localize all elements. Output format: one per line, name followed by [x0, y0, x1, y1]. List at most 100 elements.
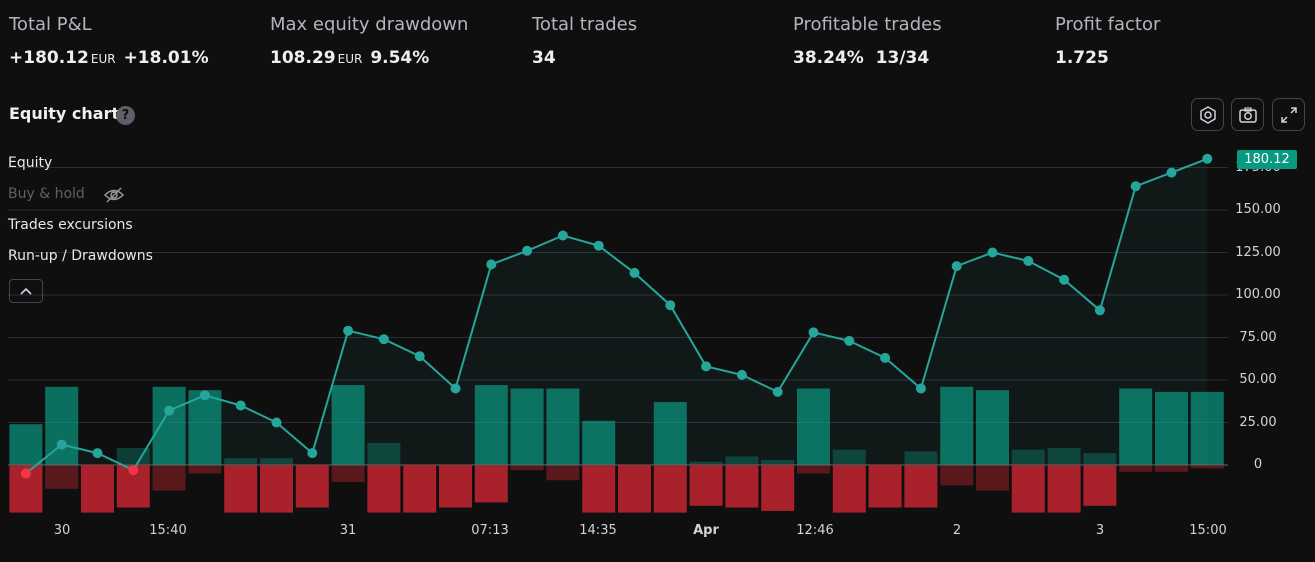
equity-point [880, 352, 891, 363]
drawdown-bar [152, 465, 186, 491]
max-drawdown-value: 108.29 EUR 9.54% [270, 48, 429, 68]
total-trades-value: 34 [532, 48, 556, 68]
chart-settings-button[interactable] [1191, 98, 1224, 131]
equity-point [271, 417, 282, 428]
x-tick-label: 15:00 [1189, 523, 1227, 538]
runup-bar [9, 424, 43, 465]
equity-point [736, 369, 747, 380]
eye-off-icon[interactable] [103, 185, 125, 205]
drawdown-bar [439, 465, 472, 508]
screenshot-button[interactable] [1231, 98, 1264, 131]
runup-bar [797, 388, 830, 465]
x-tick-label: 3 [1095, 523, 1105, 538]
max-drawdown-unit: EUR [337, 52, 363, 66]
legend-equity[interactable]: Equity [8, 155, 53, 171]
equity-point [235, 400, 246, 411]
drawdown-bar [582, 465, 616, 513]
drawdown-bar [689, 465, 723, 506]
runup-bar [725, 456, 759, 465]
legend-buy-hold[interactable]: Buy & hold [8, 186, 85, 202]
drawdown-bar [904, 465, 938, 508]
fullscreen-button[interactable] [1272, 98, 1305, 131]
runup-bar [546, 388, 580, 465]
drawdown-bar [260, 465, 293, 513]
max-drawdown-stat: Max equity drawdown 108.29 EUR 9.54% [270, 14, 469, 68]
equity-point [844, 335, 855, 346]
drawdown-bar [761, 465, 795, 511]
equity-point [450, 383, 461, 394]
total-pnl-percent: +18.01% [123, 48, 209, 68]
legend-trades-excursions[interactable]: Trades excursions [8, 217, 133, 233]
drawdown-bar [367, 465, 401, 513]
drawdown-bar [1083, 465, 1117, 506]
drawdown-bar [618, 465, 651, 513]
fullscreen-icon [1281, 107, 1297, 123]
collapse-legend-button[interactable] [9, 279, 43, 303]
drawdown-bar [832, 465, 866, 513]
drawdown-bar [1011, 465, 1045, 513]
drawdown-bar [1155, 465, 1188, 472]
equity-point [343, 325, 354, 336]
runup-bar [188, 390, 222, 465]
runup-bar [510, 388, 544, 465]
runup-bar [474, 385, 508, 465]
drawdown-bar [295, 465, 329, 508]
equity-point [164, 405, 175, 416]
equity-point [56, 439, 67, 450]
x-tick-label: 2 [952, 523, 962, 538]
equity-point [1023, 256, 1034, 266]
total-pnl-value: +180.12 EUR +18.01% [9, 48, 209, 68]
y-tick-label: 150.00 [1235, 202, 1281, 217]
drawdown-bar [510, 465, 544, 471]
equity-point [522, 245, 533, 256]
runup-bar [1119, 388, 1153, 465]
runup-bar [832, 449, 866, 465]
profitable-trades-label: Profitable trades [793, 14, 942, 35]
drawdown-bar [1190, 465, 1224, 469]
drawdown-bar [45, 465, 79, 489]
trade-excursion-bars [9, 385, 1224, 513]
drawdown-bar [1119, 465, 1153, 472]
equity-point [1059, 274, 1070, 285]
settings-icon [1200, 106, 1216, 124]
x-tick-label: 30 [53, 523, 71, 538]
drawdown-bar [188, 465, 222, 474]
runup-bar [116, 448, 150, 465]
total-trades-label: Total trades [532, 14, 638, 35]
max-drawdown-label: Max equity drawdown [270, 14, 469, 35]
x-tick-label: Apr [693, 523, 719, 538]
y-tick-label: 50.00 [1239, 372, 1277, 387]
y-tick-label: 100.00 [1235, 287, 1281, 302]
chart-title: Equity chart [9, 104, 120, 123]
drawdown-bar [474, 465, 508, 503]
runup-bar [689, 461, 723, 465]
equity-point [1130, 181, 1141, 192]
x-tick-label: 07:13 [471, 523, 509, 538]
legend-runup-drawdowns[interactable]: Run-up / Drawdowns [8, 248, 153, 264]
equity-point [20, 468, 31, 479]
equity-point [378, 334, 389, 345]
help-icon[interactable]: ? [116, 106, 135, 125]
runup-bar [940, 386, 974, 465]
equity-point [1166, 167, 1177, 178]
equity-point [557, 230, 568, 241]
last-value-label: 180.12 [1237, 150, 1297, 169]
x-tick-label: 14:35 [579, 523, 617, 538]
camera-icon [1239, 107, 1257, 123]
total-pnl-amount: +180.12 [9, 48, 89, 68]
equity-point [307, 448, 318, 459]
runup-bar [45, 386, 79, 465]
stats-bar: Total P&L +180.12 EUR +18.01% Max equity d… [0, 0, 1315, 90]
max-drawdown-amount: 108.29 [270, 48, 336, 68]
x-tick-label: 31 [339, 523, 357, 538]
drawdown-bar [331, 465, 365, 482]
drawdown-bar [81, 465, 114, 513]
profit-factor-label: Profit factor [1055, 14, 1161, 35]
drawdown-bar [868, 465, 902, 508]
runup-bar [904, 451, 938, 465]
max-drawdown-percent: 9.54% [370, 48, 430, 68]
x-tick-label: 15:40 [149, 523, 187, 538]
runup-bar [1047, 448, 1081, 465]
runup-bar [331, 385, 365, 465]
